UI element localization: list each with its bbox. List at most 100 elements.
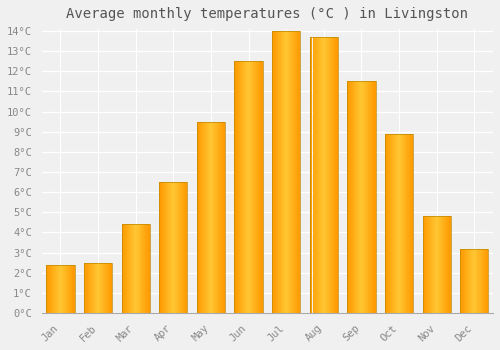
Bar (142, 224, 143, 313)
Bar (443, 216, 444, 313)
Bar (234, 61, 235, 313)
Bar (244, 61, 245, 313)
Bar (354, 82, 355, 313)
Bar (322, 37, 323, 313)
Bar (275, 31, 276, 313)
Bar (328, 37, 330, 313)
Bar (98, 262, 99, 313)
Bar (372, 82, 374, 313)
Bar (144, 224, 145, 313)
Bar (261, 61, 262, 313)
Bar (87, 262, 88, 313)
Bar (441, 216, 442, 313)
Bar (388, 134, 389, 313)
Bar (169, 182, 170, 313)
Bar (147, 224, 148, 313)
Bar (126, 224, 127, 313)
Bar (336, 37, 337, 313)
Bar (89, 262, 90, 313)
Bar (407, 134, 408, 313)
Bar (282, 31, 284, 313)
Bar (401, 134, 402, 313)
Bar (331, 37, 332, 313)
Bar (403, 134, 404, 313)
Bar (370, 82, 372, 313)
Bar (48, 265, 49, 313)
Bar (406, 134, 407, 313)
Bar (394, 134, 395, 313)
Bar (375, 82, 376, 313)
Bar (46, 265, 47, 313)
Bar (368, 82, 369, 313)
Bar (436, 216, 438, 313)
Bar (461, 248, 462, 313)
Bar (429, 216, 430, 313)
Bar (334, 37, 335, 313)
Bar (487, 248, 488, 313)
Bar (111, 262, 112, 313)
Bar (88, 262, 89, 313)
Bar (274, 31, 275, 313)
Bar (72, 265, 73, 313)
Bar (448, 216, 450, 313)
Bar (50, 265, 51, 313)
Bar (160, 182, 162, 313)
Bar (128, 224, 130, 313)
Bar (240, 61, 241, 313)
Bar (52, 265, 54, 313)
Bar (241, 61, 242, 313)
Bar (123, 224, 124, 313)
Bar (477, 248, 478, 313)
Bar (134, 224, 135, 313)
Bar (363, 82, 364, 313)
Bar (86, 262, 87, 313)
Bar (431, 216, 432, 313)
Bar (324, 37, 325, 313)
Bar (260, 61, 261, 313)
Bar (285, 31, 286, 313)
Bar (66, 265, 67, 313)
Bar (47, 265, 48, 313)
Bar (467, 248, 468, 313)
Bar (247, 61, 248, 313)
Bar (314, 37, 316, 313)
Bar (400, 134, 401, 313)
Bar (412, 134, 413, 313)
Bar (61, 265, 62, 313)
Bar (348, 82, 350, 313)
Bar (139, 224, 140, 313)
Bar (145, 224, 146, 313)
Bar (258, 61, 259, 313)
Bar (49, 265, 50, 313)
Bar (197, 122, 198, 313)
Bar (93, 262, 94, 313)
Bar (149, 224, 150, 313)
Bar (369, 82, 370, 313)
Bar (133, 224, 134, 313)
Bar (353, 82, 354, 313)
Bar (246, 61, 247, 313)
Bar (402, 134, 403, 313)
Bar (68, 265, 69, 313)
Bar (332, 37, 333, 313)
Bar (125, 224, 126, 313)
Bar (70, 265, 71, 313)
Bar (171, 182, 172, 313)
Bar (460, 248, 488, 313)
Bar (140, 224, 141, 313)
Bar (208, 122, 209, 313)
Bar (278, 31, 279, 313)
Bar (122, 224, 150, 313)
Bar (290, 31, 291, 313)
Bar (313, 37, 314, 313)
Bar (135, 224, 136, 313)
Bar (440, 216, 441, 313)
Bar (106, 262, 108, 313)
Bar (201, 122, 202, 313)
Bar (181, 182, 182, 313)
Bar (96, 262, 98, 313)
Bar (397, 134, 398, 313)
Bar (360, 82, 362, 313)
Bar (143, 224, 144, 313)
Bar (60, 265, 61, 313)
